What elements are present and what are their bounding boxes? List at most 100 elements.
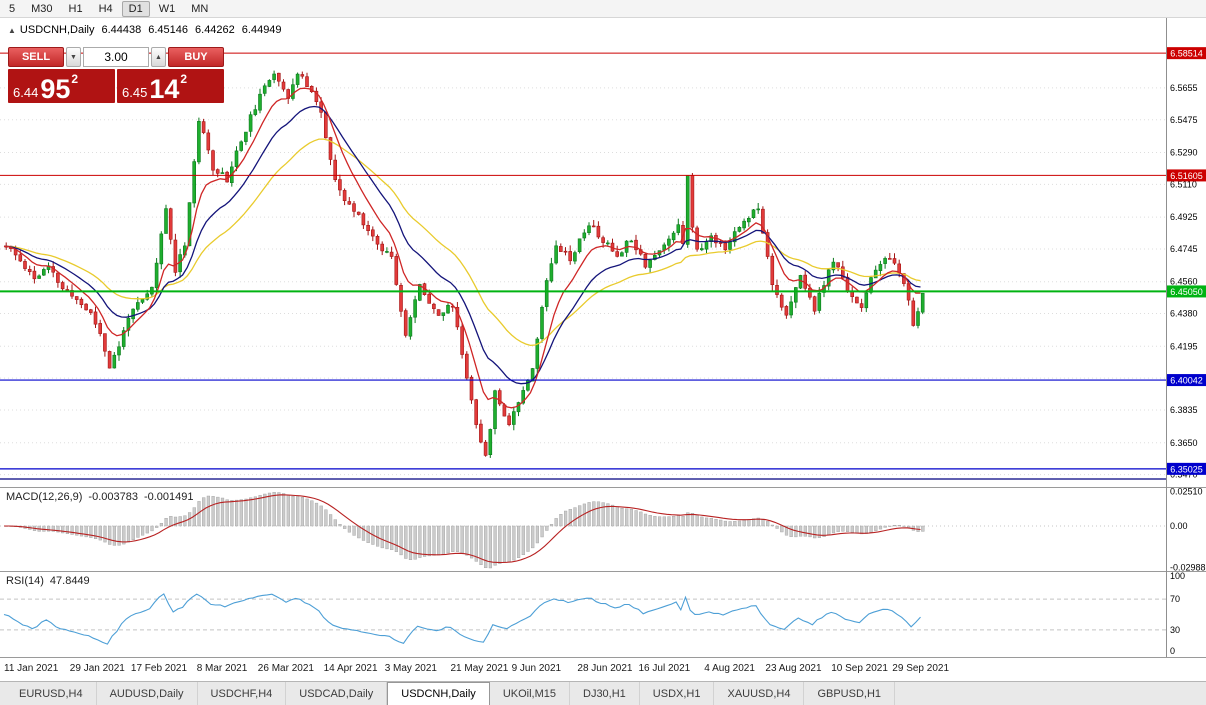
timeframe-button-d1[interactable]: D1	[121, 0, 150, 17]
svg-text:6.51605: 6.51605	[1170, 171, 1203, 181]
date-label: 11 Jan 2021	[4, 663, 59, 674]
chart-tab-audusd-daily[interactable]: AUDUSD,Daily	[97, 682, 198, 705]
price-scale-label: 6.4745	[1170, 244, 1198, 254]
macd-chart[interactable]: 0.02510 0.00 -0.02988	[0, 488, 1206, 571]
bid-pip-digit: 2	[71, 72, 79, 86]
date-label: 29 Jan 2021	[69, 663, 125, 674]
price-pane: 6.5655 6.5475 6.5290 6.5110 6.4925 6.4745 6.45…	[0, 18, 1206, 487]
ohlc-high-value: 6.45146	[148, 24, 189, 36]
chart-tab-dj30-h1[interactable]: DJ30,H1	[570, 682, 640, 705]
date-label: 9 Jun 2021	[511, 663, 562, 674]
date-label: 23 Aug 2021	[765, 663, 822, 674]
price-axis-separator	[1166, 18, 1167, 657]
chart-tab-usdx-h1[interactable]: USDX,H1	[640, 682, 715, 705]
price-scale-label: 6.5290	[1170, 148, 1198, 158]
svg-text:6.35025: 6.35025	[1170, 464, 1203, 474]
ask-price-button[interactable]: 6.45 14 2	[117, 69, 224, 103]
date-label: 4 Aug 2021	[704, 663, 755, 674]
ohlc-close-value: 6.44949	[241, 24, 282, 36]
chart-title: ▲ USDCNH,Daily 6.44438 6.45146 6.44262 6.4494…	[8, 24, 282, 36]
date-label: 10 Sep 2021	[831, 663, 888, 674]
bid-prefix: 6.44	[13, 85, 39, 100]
chart-tab-eurusd-h4[interactable]: EURUSD,H4	[6, 682, 97, 705]
ma-fast-line	[3, 87, 921, 409]
macd-main-value: -0.003783	[88, 491, 138, 503]
date-label: 3 May 2021	[384, 663, 437, 674]
rsi-scale-label: 70	[1170, 594, 1180, 604]
rsi-scale-label: 30	[1170, 625, 1180, 635]
chart-tab-xauusd-h4[interactable]: XAUUSD,H4	[714, 682, 805, 705]
bid-price-button[interactable]: 6.44 95 2	[8, 69, 115, 103]
macd-scale-label: 0.00	[1170, 521, 1188, 531]
macd-signal-value: -0.001491	[143, 491, 194, 503]
timeframe-button-h1[interactable]: H1	[62, 1, 90, 17]
macd-scale-label: -0.02988	[1170, 562, 1206, 571]
macd-scale-label: 0.02510	[1170, 488, 1203, 496]
time-axis[interactable]: 11 Jan 2021 29 Jan 2021 17 Feb 2021 8 Mar 2…	[0, 657, 1206, 681]
quote-row: 6.44 95 2 6.45 14 2	[8, 69, 224, 103]
price-scale-label: 6.5475	[1170, 115, 1198, 125]
date-label: 16 Jul 2021	[638, 663, 691, 674]
date-label: 17 Feb 2021	[130, 663, 188, 674]
price-scale-label: 6.3835	[1170, 405, 1198, 415]
volume-increase-button[interactable]: ▲	[151, 47, 166, 67]
timeframe-button-m30[interactable]: M30	[24, 1, 59, 17]
ask-pip-digit: 2	[180, 72, 188, 86]
svg-text:6.40042: 6.40042	[1170, 376, 1203, 386]
ohlc-low-value: 6.44262	[195, 24, 235, 36]
order-controls-row: SELL ▼ ▲ BUY	[8, 47, 224, 67]
sell-button[interactable]: SELL	[8, 47, 64, 67]
price-scale-label: 6.5655	[1170, 83, 1198, 93]
symbol-period-label: USDCNH,Daily	[19, 24, 95, 36]
buy-button[interactable]: BUY	[168, 47, 224, 67]
date-label: 28 Jun 2021	[577, 663, 633, 674]
date-label: 14 Apr 2021	[323, 663, 378, 674]
macd-panel: MACD(12,26,9) -0.003783 -0.001491 0.02510 0…	[0, 487, 1206, 571]
date-label: 21 May 2021	[450, 663, 509, 674]
chart-tab-usdcad-daily[interactable]: USDCAD,Daily	[286, 682, 388, 705]
macd-histogram	[4, 492, 925, 569]
rsi-line	[3, 593, 921, 645]
ask-prefix: 6.45	[122, 85, 148, 100]
svg-text:6.45050: 6.45050	[1170, 287, 1203, 297]
chart-tab-ukoil-m15[interactable]: UKOil,M15	[490, 682, 570, 705]
volume-decrease-button[interactable]: ▼	[66, 47, 81, 67]
rsi-name: RSI(14)	[6, 575, 44, 587]
bid-big-digits: 95	[40, 74, 71, 105]
price-tag: 6.58514	[1167, 47, 1206, 60]
candlestick-series	[4, 70, 925, 458]
timeframe-button-mn[interactable]: MN	[184, 1, 215, 17]
timeframe-button-h4[interactable]: H4	[92, 1, 120, 17]
timeframe-toolbar: 5 M30 H1 H4 D1 W1 MN	[0, 0, 1206, 18]
chart-tab-usdchf-h4[interactable]: USDCHF,H4	[198, 682, 287, 705]
date-label: 8 Mar 2021	[196, 663, 248, 674]
macd-name: MACD(12,26,9)	[6, 491, 83, 503]
macd-signal-line	[4, 494, 921, 564]
rsi-label: RSI(14) 47.8449	[6, 575, 96, 587]
price-scale-label: 6.4560	[1170, 277, 1198, 287]
price-tag: 6.35025	[1167, 462, 1206, 475]
rsi-chart[interactable]: 100 70 30 0	[0, 572, 1206, 657]
price-scale-label: 6.5110	[1170, 179, 1197, 189]
price-chart[interactable]: 6.5655 6.5475 6.5290 6.5110 6.4925 6.4745 6.45…	[0, 18, 1206, 487]
one-click-trading-panel: SELL ▼ ▲ BUY 6.44 95 2 6.45 14 2	[8, 47, 224, 103]
ohlc-open-value: 6.44438	[101, 24, 142, 36]
date-label: 26 Mar 2021	[257, 663, 314, 674]
rsi-value: 47.8449	[49, 575, 90, 587]
price-scale-label: 6.4195	[1170, 341, 1198, 351]
price-scale-label: 6.4925	[1170, 212, 1198, 222]
macd-label: MACD(12,26,9) -0.003783 -0.001491	[6, 491, 200, 503]
price-scale-label: 6.4380	[1170, 309, 1198, 319]
rsi-panel: RSI(14) 47.8449 100 70 30 0	[0, 571, 1206, 657]
timeframe-button-w1[interactable]: W1	[152, 1, 183, 17]
rsi-scale-label: 100	[1170, 572, 1185, 581]
chart-tab-gbpusd-h1[interactable]: GBPUSD,H1	[804, 682, 896, 705]
price-scale-label: 6.3650	[1170, 438, 1198, 448]
volume-input[interactable]	[83, 47, 149, 67]
collapse-arrow-icon: ▲	[8, 26, 16, 35]
chart-tab-usdcnh-daily[interactable]: USDCNH,Daily	[387, 682, 490, 705]
price-tag: 6.51605	[1167, 169, 1206, 182]
price-tag: 6.40042	[1167, 374, 1206, 387]
timeframe-button-5[interactable]: 5	[2, 1, 22, 17]
